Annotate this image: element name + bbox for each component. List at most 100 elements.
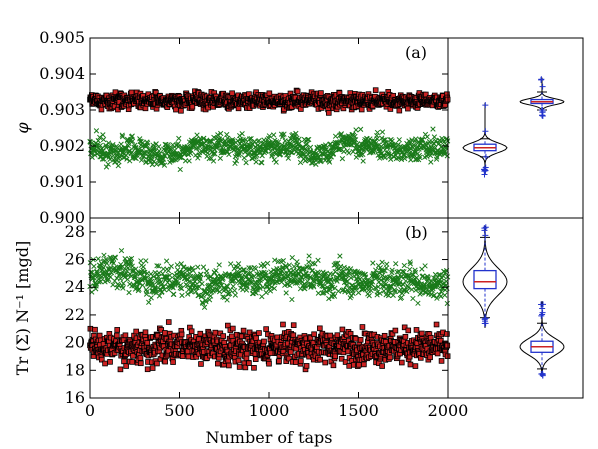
red-square-marker	[358, 106, 365, 113]
green-x-marker	[401, 262, 407, 269]
green-x-marker	[319, 290, 325, 296]
red-square-marker	[330, 362, 337, 369]
green-x-marker	[346, 150, 352, 156]
red-square-marker	[294, 88, 301, 95]
green-x-marker	[241, 155, 247, 161]
outlier-plus-marker	[482, 153, 489, 160]
green-x-marker	[407, 261, 414, 267]
green-x-marker	[219, 276, 226, 283]
red-square-marker	[185, 353, 192, 360]
green-x-marker	[314, 275, 320, 281]
green-x-marker	[302, 158, 308, 164]
green-x-marker	[257, 285, 263, 291]
green-x-marker	[392, 288, 398, 295]
green-x-marker	[208, 144, 214, 150]
red-square-marker	[137, 355, 144, 361]
green-x-marker	[352, 137, 359, 143]
green-x-marker	[404, 283, 411, 289]
green-x-marker	[309, 268, 315, 274]
red-square-marker	[346, 363, 352, 369]
green-x-marker	[231, 287, 238, 294]
green-x-marker	[419, 137, 426, 143]
green-x-marker	[410, 295, 416, 302]
green-x-marker	[186, 266, 193, 272]
green-x-marker	[156, 293, 163, 299]
green-x-marker	[207, 293, 214, 299]
green-x-marker	[379, 150, 385, 156]
red-square-marker	[427, 354, 433, 361]
red-square-marker	[379, 363, 385, 369]
red-square-marker	[162, 358, 168, 365]
outlier-plus-marker	[539, 305, 546, 312]
outlier-plus-marker	[539, 371, 546, 378]
green-x-marker	[230, 283, 236, 289]
green-x-marker	[201, 135, 207, 141]
green-x-marker	[156, 144, 162, 150]
red-square-marker	[298, 358, 304, 364]
green-x-marker	[373, 267, 379, 273]
green-x-marker	[99, 145, 105, 152]
green-x-marker	[294, 262, 301, 268]
violin-plots	[462, 76, 565, 379]
red-square-marker	[256, 330, 262, 336]
red-square-marker	[102, 360, 108, 367]
red-square-marker	[444, 331, 450, 337]
red-square-marker	[293, 359, 299, 365]
y-tick-label: 0.902	[39, 136, 85, 155]
panel-label-b: (b)	[405, 223, 428, 242]
green-x-marker	[247, 136, 253, 142]
green-x-marker	[397, 279, 403, 285]
green-x-marker	[393, 261, 399, 267]
green-x-marker	[377, 290, 383, 297]
green-x-marker	[110, 282, 116, 288]
green-x-marker	[253, 159, 259, 165]
red-square-marker	[252, 356, 259, 362]
green-x-marker	[442, 292, 448, 298]
green-x-marker	[399, 290, 405, 296]
y-tick-label: 20	[65, 333, 85, 352]
red-square-marker	[114, 327, 121, 333]
red-square-marker	[144, 366, 151, 373]
green-x-marker	[119, 132, 125, 138]
red-square-marker	[188, 328, 195, 335]
green-x-marker	[342, 272, 348, 278]
green-x-marker	[281, 131, 287, 137]
green-x-marker	[224, 297, 230, 303]
green-x-marker	[103, 256, 109, 263]
red-square-marker	[149, 365, 156, 371]
green-x-marker	[259, 293, 265, 300]
red-square-marker	[170, 359, 176, 365]
green-x-marker	[417, 154, 423, 161]
green-x-marker	[350, 149, 356, 155]
red-square-marker	[372, 87, 379, 93]
green-x-marker	[190, 267, 196, 274]
green-x-marker	[280, 258, 286, 264]
green-x-marker	[339, 287, 346, 293]
green-x-marker	[298, 275, 305, 281]
green-x-marker	[405, 284, 411, 291]
outlier-plus-marker	[482, 128, 489, 135]
green-x-marker	[289, 254, 295, 261]
green-x-marker	[168, 145, 174, 152]
green-x-marker	[97, 142, 104, 149]
green-x-marker	[101, 252, 107, 258]
green-x-marker	[178, 285, 185, 292]
green-x-marker	[368, 287, 374, 294]
green-x-marker	[431, 141, 437, 147]
red-square-marker	[359, 324, 366, 330]
green-x-marker	[315, 290, 322, 296]
green-x-marker	[407, 266, 413, 273]
red-square-marker	[387, 354, 393, 361]
green-x-marker	[322, 142, 329, 148]
green-x-marker	[177, 282, 184, 288]
red-square-marker	[261, 338, 267, 345]
green-x-marker	[165, 268, 172, 274]
green-x-marker	[425, 276, 431, 282]
red-square-marker	[162, 330, 168, 336]
green-x-marker	[374, 129, 381, 136]
green-x-marker	[332, 133, 339, 139]
green-x-marker	[175, 281, 181, 287]
red-square-marker	[267, 350, 274, 356]
green-x-marker	[186, 158, 192, 164]
green-x-marker	[140, 264, 146, 270]
